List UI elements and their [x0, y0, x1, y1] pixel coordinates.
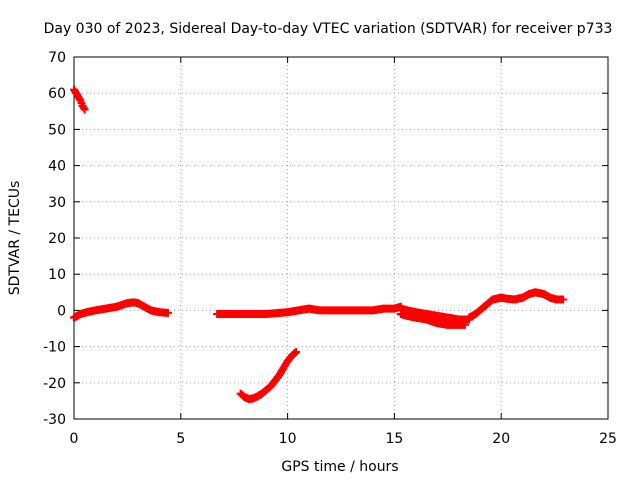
y-tick-label: -10	[43, 340, 66, 356]
y-tick-label: -20	[43, 376, 66, 392]
x-tick-label: 20	[492, 431, 510, 447]
y-tick-label: 30	[48, 195, 66, 211]
y-tick-label: 0	[57, 303, 66, 319]
y-tick-label: 70	[48, 50, 66, 66]
data-layer	[70, 85, 568, 404]
x-tick-label: 0	[70, 431, 79, 447]
y-tick-label: 10	[48, 267, 66, 283]
tick-layer: 0 5 10 15 20 25 -30 -20 -10 0 10 20 30 40 50 60 70	[43, 50, 617, 447]
x-tick-label: 25	[599, 431, 617, 447]
y-tick-label: -30	[43, 412, 66, 428]
x-tick-label: 10	[279, 431, 297, 447]
y-tick-label: 20	[48, 231, 66, 247]
y-tick-label: 40	[48, 159, 66, 175]
data-points	[70, 85, 568, 404]
y-tick-label: 60	[48, 86, 66, 102]
y-axis-label: SDTVAR / TECUs	[7, 181, 23, 296]
x-axis-label: GPS time / hours	[281, 459, 398, 475]
y-tick-label: 50	[48, 122, 66, 138]
x-tick-label: 5	[176, 431, 185, 447]
x-tick-label: 15	[385, 431, 403, 447]
chart-title: Day 030 of 2023, Sidereal Day-to-day VTE…	[44, 21, 613, 37]
